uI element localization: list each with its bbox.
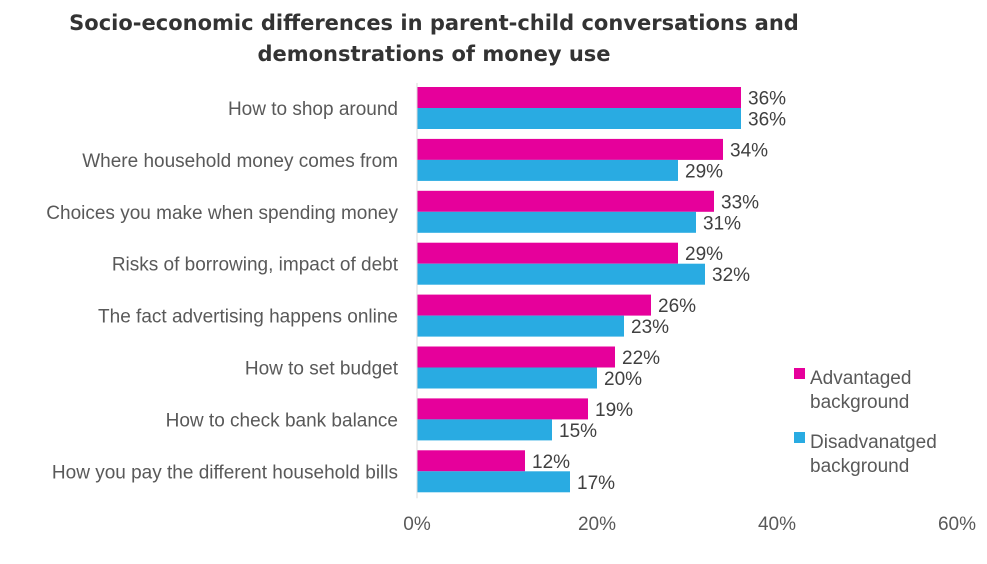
data-label: 33%	[721, 192, 759, 213]
bar	[417, 315, 624, 337]
x-tick-label: 60%	[938, 514, 976, 535]
x-tick-label: 0%	[403, 514, 431, 535]
legend-label: Disadvanatged	[810, 432, 937, 453]
legend-label: Advantaged	[810, 368, 911, 389]
data-label: 22%	[622, 348, 660, 369]
legend-label: background	[810, 456, 909, 477]
bar	[417, 108, 741, 129]
legend-label: background	[810, 392, 909, 413]
bar	[417, 242, 678, 264]
bar	[417, 263, 705, 285]
bar	[417, 159, 678, 181]
x-tick-label: 20%	[578, 514, 616, 535]
bar	[417, 450, 525, 472]
data-label: 34%	[730, 140, 768, 161]
bar	[417, 87, 741, 108]
category-label: How to check bank balance	[166, 410, 398, 431]
bar	[417, 190, 714, 212]
category-label: Risks of borrowing, impact of debt	[112, 255, 399, 276]
bar	[417, 211, 696, 233]
bar	[417, 398, 588, 420]
data-label: 32%	[712, 265, 750, 286]
data-label: 31%	[703, 213, 741, 234]
data-label: 29%	[685, 244, 723, 265]
data-label: 36%	[748, 110, 786, 131]
data-label: 12%	[532, 452, 570, 473]
category-label: Where household money comes from	[82, 151, 398, 172]
category-label: How to shop around	[228, 99, 398, 120]
chart-title-line-2: demonstrations of money use	[257, 42, 611, 66]
data-label: 29%	[685, 161, 723, 182]
category-label: Choices you make when spending money	[46, 203, 398, 224]
bar	[417, 471, 570, 493]
category-label: How to set budget	[245, 358, 399, 379]
bar	[417, 138, 723, 160]
legend-swatch	[794, 368, 805, 379]
data-label: 36%	[748, 89, 786, 110]
bar	[417, 367, 597, 389]
data-label: 19%	[595, 400, 633, 421]
x-tick-label: 40%	[758, 514, 796, 535]
data-label: 26%	[658, 296, 696, 317]
data-label: 17%	[577, 473, 615, 494]
data-label: 23%	[631, 317, 669, 338]
data-label: 20%	[604, 369, 642, 390]
chart-title-line-1: Socio-economic differences in parent-chi…	[69, 11, 799, 35]
legend-swatch	[794, 432, 805, 443]
category-label: The fact advertising happens online	[98, 307, 398, 328]
bar	[417, 419, 552, 441]
data-label: 15%	[559, 421, 597, 442]
bar	[417, 294, 651, 316]
bar	[417, 346, 615, 368]
category-label: How you pay the different household bill…	[52, 462, 398, 483]
chart-title: Socio-economic differences in parent-chi…	[0, 8, 868, 70]
